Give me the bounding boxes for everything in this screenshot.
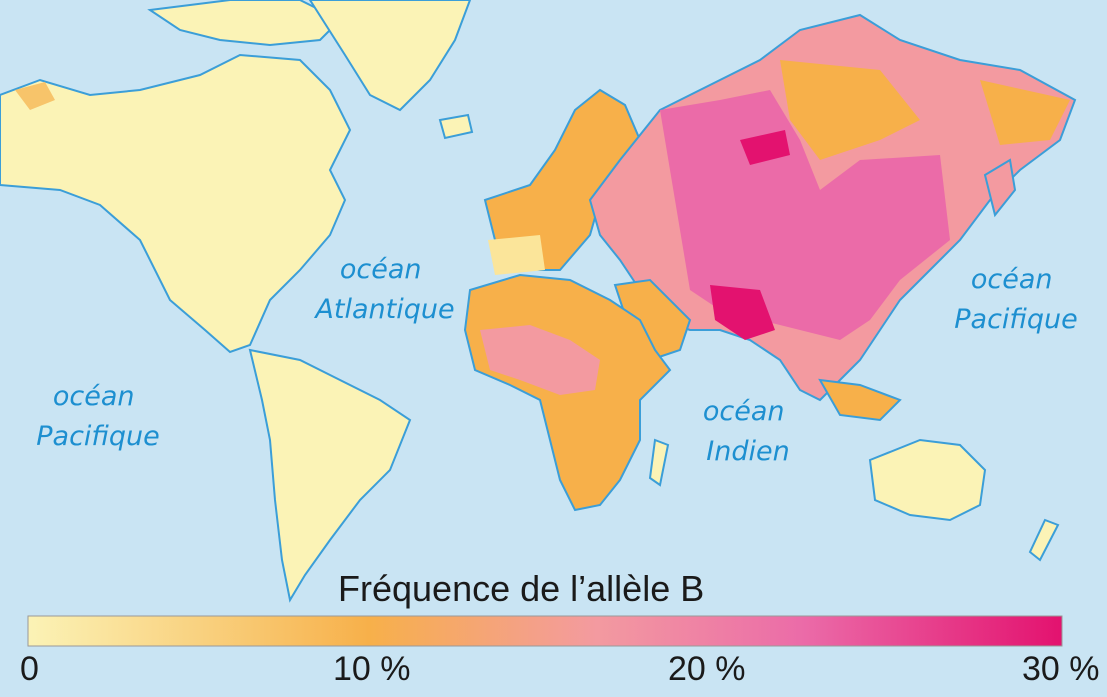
greenland xyxy=(308,0,472,112)
legend-tick-10: 10 % xyxy=(333,650,411,688)
iceland xyxy=(438,113,474,140)
japan xyxy=(983,158,1017,218)
legend-gradient xyxy=(27,615,1063,647)
north-america-landmass xyxy=(0,53,352,354)
ocean-label-indian: océan Indien xyxy=(703,396,793,467)
ocean-label-pacific-west: océan Pacifique xyxy=(36,381,159,452)
east-siberia-orange xyxy=(980,80,1070,145)
new-zealand xyxy=(1028,518,1060,562)
ocean-label-atlantic: océan Atlantique xyxy=(313,254,454,325)
iberia-yellow-patch xyxy=(488,235,545,275)
australia-landmass xyxy=(868,438,987,522)
asia-high-frequency-zone xyxy=(660,90,950,340)
ocean-label-pacific-east: océan Pacifique xyxy=(954,264,1077,335)
africa-pink-zone xyxy=(480,325,600,395)
legend-tick-0: 0 xyxy=(20,650,39,688)
canadian-arctic-islands xyxy=(147,0,342,47)
madagascar xyxy=(648,438,670,487)
north-siberia-orange xyxy=(780,60,920,160)
alaska-orange-patch xyxy=(15,82,55,110)
southeast-asia-islands xyxy=(818,378,902,422)
south-america-landmass xyxy=(248,348,412,603)
siberia-peak-zone xyxy=(740,130,790,165)
legend-tick-20: 20 % xyxy=(668,650,746,688)
legend-title: Fréquence de l’allèle B xyxy=(338,568,705,609)
legend-tick-30: 30 % xyxy=(1022,650,1100,688)
asia-peak-zone xyxy=(710,285,775,340)
